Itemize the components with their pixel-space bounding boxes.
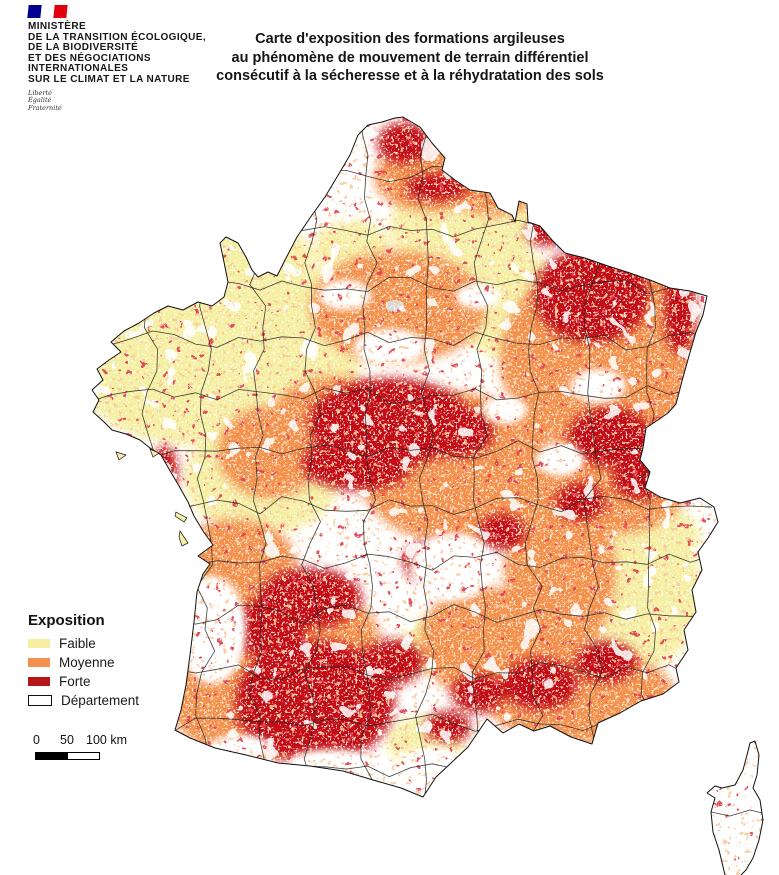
- forte-swatch: [28, 677, 50, 686]
- republic-motto: Liberté Égalité Fraternité: [28, 88, 278, 113]
- atlantic-islands: [115, 448, 189, 547]
- legend-item-label: Moyenne: [59, 655, 115, 670]
- legend: Exposition Faible Moyenne Forte Départem…: [28, 612, 139, 714]
- moyenne-swatch: [28, 658, 50, 667]
- legend-item-departement: Département: [28, 693, 140, 708]
- ministry-line: DE LA BIODIVERSITÉ: [28, 42, 139, 54]
- exposure-raster: [92, 117, 763, 875]
- legend-item-faible: Faible: [28, 636, 139, 651]
- legend-item-forte: Forte: [28, 674, 139, 689]
- corsica-coastline: [706, 740, 764, 875]
- ministry-line: ET DES NÉGOCIATIONS: [28, 52, 151, 64]
- scale-bar-labels: 0 50 100 km: [31, 733, 141, 747]
- motto-line: Égalité: [28, 96, 52, 105]
- scale-label: 0: [33, 733, 40, 747]
- ministry-line: INTERNATIONALES: [28, 63, 129, 75]
- faible-swatch: [28, 639, 50, 648]
- legend-item-label: Faible: [59, 636, 96, 651]
- departement-swatch: [28, 695, 52, 706]
- ministry-name: MINISTÈRE DE LA TRANSITION ÉCOLOGIQUE, D…: [28, 21, 278, 86]
- legend-item-label: Département: [61, 693, 140, 708]
- map-title-line: Carte d'exposition des formations argile…: [255, 31, 565, 47]
- ministry-line: SUR LE CLIMAT ET LA NATURE: [28, 73, 190, 85]
- map-title-line: consécutif à la sécheresse et à la réhyd…: [216, 68, 604, 84]
- scale-bar-graphic: [35, 752, 100, 760]
- map-title-line: au phénomène de mouvement de terrain dif…: [231, 49, 589, 66]
- legend-item-moyenne: Moyenne: [28, 655, 139, 670]
- ministry-line: MINISTÈRE: [28, 21, 87, 32]
- mainland-coastline: [91, 116, 719, 798]
- legend-item-label: Forte: [59, 674, 91, 689]
- map-title: Carte d'exposition des formations argile…: [170, 30, 650, 86]
- motto-line: Fraternité: [28, 103, 62, 112]
- motto-line: Liberté: [28, 88, 52, 97]
- scale-label: 100 km: [86, 733, 127, 747]
- scale-bar: 0 50 100 km: [31, 733, 141, 760]
- ministry-logo: MINISTÈRE DE LA TRANSITION ÉCOLOGIQUE, D…: [27, 5, 278, 113]
- ministry-line: DE LA TRANSITION ÉCOLOGIQUE,: [28, 31, 207, 43]
- french-flag-icon: [27, 5, 68, 18]
- legend-title: Exposition: [28, 612, 105, 629]
- scale-label: 50: [60, 733, 74, 747]
